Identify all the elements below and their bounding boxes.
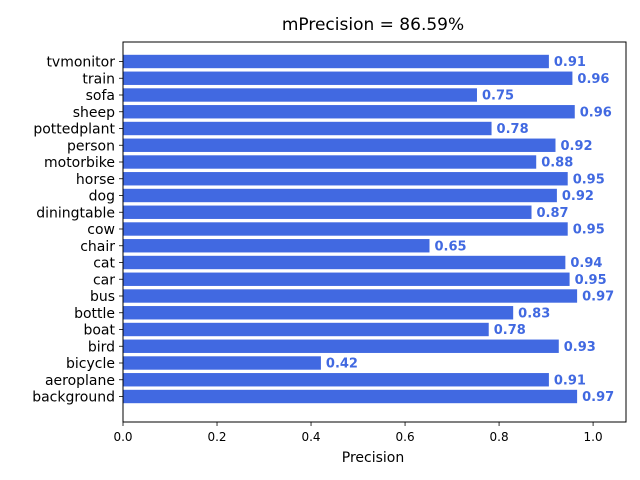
x-tick-label-0.2: 0.2 [207,430,226,444]
category-label-boat: boat [83,323,115,339]
bar-horse [123,172,568,186]
x-ticks-group: 0.0 0.2 0.4 0.6 0.8 1.0 [113,422,603,444]
bar-aeroplane [123,373,549,387]
category-label-bottle: bottle [74,306,115,322]
value-labels-group: 0.97 0.91 0.42 0.93 0.78 0.83 0.97 0.95 0.94 0.65… [326,55,614,405]
value-label-sheep: 0.96 [580,105,612,120]
bar-sofa [123,88,477,102]
category-label-motorbike: motorbike [44,155,115,171]
category-label-train: train [82,71,115,87]
category-labels-group: backgroundaeroplanebicyclebirdboatbottle… [32,55,123,406]
value-label-dog: 0.92 [562,189,594,204]
value-label-aeroplane: 0.91 [554,373,586,388]
bars-group [123,54,578,404]
x-tick-label-0.0: 0.0 [113,430,132,444]
bar-diningtable [123,205,532,219]
category-label-aeroplane: aeroplane [45,373,115,389]
category-label-dog: dog [89,189,115,205]
category-label-person: person [67,138,115,154]
value-label-bus: 0.97 [582,290,614,305]
category-label-car: car [93,272,115,288]
bar-car [123,272,570,286]
value-label-boat: 0.78 [494,323,526,338]
value-label-pottedplant: 0.78 [497,122,529,137]
category-label-diningtable: diningtable [36,205,115,221]
bar-boat [123,322,489,337]
value-label-person: 0.92 [560,139,592,154]
category-label-bus: bus [90,289,115,305]
value-label-tvmonitor: 0.91 [554,55,586,70]
category-label-sofa: sofa [86,88,115,104]
value-label-horse: 0.95 [573,172,605,187]
plot-frame [122,41,627,423]
category-label-bird: bird [88,339,115,355]
bar-bird [123,339,559,353]
bar-bottle [123,306,514,320]
value-label-bird: 0.93 [564,340,596,355]
value-label-chair: 0.65 [435,239,467,254]
bar-train [123,71,573,85]
bar-sheep [123,105,575,119]
category-label-pottedplant: pottedplant [33,122,115,138]
value-label-bottle: 0.83 [518,306,550,321]
bar-tvmonitor [123,54,549,69]
bar-cat [123,255,566,270]
bar-background [123,389,578,404]
category-label-tvmonitor: tvmonitor [46,55,115,71]
x-tick-label-0.8: 0.8 [490,430,509,444]
x-axis-label: Precision [342,450,404,466]
category-label-cow: cow [87,222,115,238]
chart-title: mPrecision = 86.59% [282,15,464,35]
bar-pottedplant [123,121,492,136]
value-label-motorbike: 0.88 [541,156,573,171]
bar-motorbike [123,155,537,169]
value-label-cow: 0.95 [573,223,605,238]
category-label-horse: horse [76,172,115,188]
category-label-bicycle: bicycle [66,356,115,372]
bar-bicycle [123,356,321,370]
x-tick-label-0.6: 0.6 [396,430,415,444]
bar-chair [123,239,430,253]
bar-cow [123,222,568,236]
value-label-background: 0.97 [582,390,614,405]
value-label-diningtable: 0.87 [537,206,569,221]
category-label-cat: cat [93,256,115,272]
bar-dog [123,188,557,203]
bar-person [123,138,556,152]
value-label-bicycle: 0.42 [326,357,358,372]
value-label-car: 0.95 [575,273,607,288]
value-label-sofa: 0.75 [482,89,514,104]
value-label-train: 0.96 [577,72,609,87]
x-tick-label-0.4: 0.4 [301,430,320,444]
bar-bus [123,289,578,303]
category-label-sheep: sheep [73,105,115,121]
x-tick-label-1.0: 1.0 [584,430,603,444]
value-label-cat: 0.94 [570,256,602,271]
category-label-chair: chair [80,239,115,255]
category-label-background: background [32,390,115,406]
